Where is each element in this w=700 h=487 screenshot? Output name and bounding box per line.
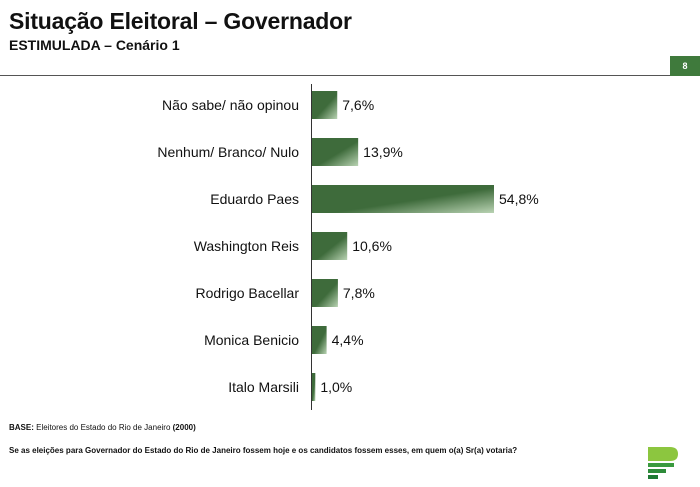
data-label: 10,6% (352, 238, 392, 254)
bar (312, 232, 348, 260)
data-label: 1,0% (320, 379, 352, 395)
category-label: Rodrigo Bacellar (196, 285, 300, 301)
survey-question: Se as eleições para Governador do Estado… (9, 446, 518, 455)
base-text: Eleitores do Estado do Rio de Janeiro (33, 423, 173, 432)
header-divider (0, 75, 670, 76)
pollster-logo-icon (648, 447, 678, 479)
bar (312, 326, 327, 354)
data-label: 7,6% (342, 97, 374, 113)
category-label: Italo Marsili (228, 379, 299, 395)
base-note: BASE: Eleitores do Estado do Rio de Jane… (9, 423, 196, 432)
category-label: Washington Reis (194, 238, 299, 254)
category-label: Monica Benicio (204, 332, 299, 348)
bar (312, 138, 359, 166)
category-label: Não sabe/ não opinou (162, 97, 299, 113)
base-count: (2000) (172, 423, 196, 432)
data-label: 13,9% (363, 144, 403, 160)
data-label: 54,8% (499, 191, 539, 207)
category-label: Eduardo Paes (210, 191, 299, 207)
base-label: BASE: (9, 423, 34, 432)
bar (312, 373, 316, 401)
page-subtitle: ESTIMULADA – Cenário 1 (9, 37, 180, 53)
data-label: 7,8% (343, 285, 375, 301)
page-number-badge: 8 (670, 56, 700, 76)
page-title: Situação Eleitoral – Governador (9, 8, 352, 34)
bar (312, 185, 494, 213)
category-label: Nenhum/ Branco/ Nulo (157, 144, 299, 160)
bar (312, 279, 338, 307)
data-label: 4,4% (332, 332, 364, 348)
bar (312, 91, 338, 119)
